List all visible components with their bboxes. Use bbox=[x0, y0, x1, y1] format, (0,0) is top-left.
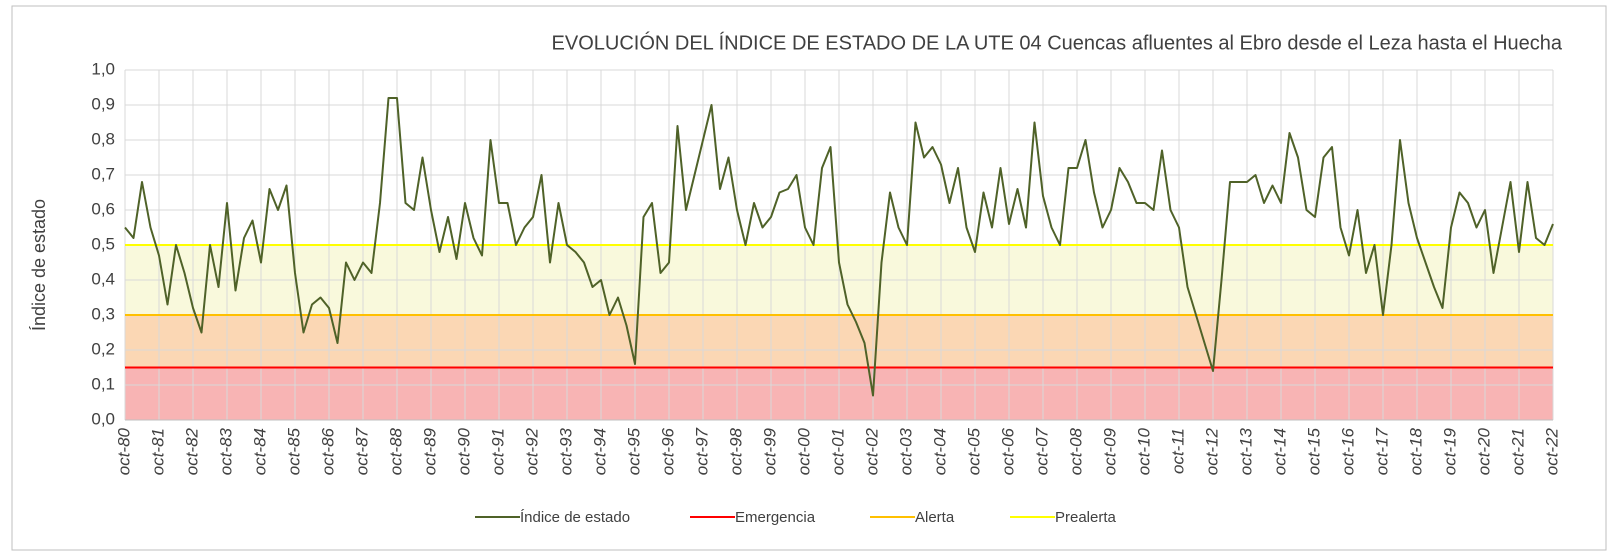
x-tick-label: oct-18 bbox=[1406, 427, 1425, 475]
y-tick-label: 0,1 bbox=[91, 374, 115, 393]
x-tick-label: oct-21 bbox=[1508, 428, 1527, 475]
x-tick-label: oct-00 bbox=[794, 427, 813, 475]
x-tick-label: oct-96 bbox=[658, 427, 677, 475]
y-tick-label: 0,4 bbox=[91, 269, 115, 288]
x-tick-label: oct-87 bbox=[352, 427, 371, 475]
x-tick-label: oct-13 bbox=[1236, 427, 1255, 475]
legend-label: Alerta bbox=[915, 509, 955, 526]
x-tick-label: oct-17 bbox=[1372, 427, 1391, 475]
x-tick-label: oct-02 bbox=[862, 427, 881, 475]
legend-label: Índice de estado bbox=[520, 509, 630, 526]
y-tick-label: 0,6 bbox=[91, 199, 115, 218]
x-tick-label: oct-10 bbox=[1134, 427, 1153, 475]
x-tick-label: oct-20 bbox=[1474, 427, 1493, 475]
x-tick-label: oct-89 bbox=[420, 427, 439, 475]
x-tick-label: oct-03 bbox=[896, 427, 915, 475]
x-tick-label: oct-09 bbox=[1100, 427, 1119, 475]
chart-border bbox=[11, 5, 1607, 551]
x-tick-label: oct-94 bbox=[590, 428, 609, 475]
x-tick-label: oct-97 bbox=[692, 427, 711, 475]
legend-label: Emergencia bbox=[735, 509, 816, 526]
x-tick-label: oct-91 bbox=[488, 428, 507, 475]
y-tick-label: 0,5 bbox=[91, 234, 115, 253]
y-tick-label: 0,8 bbox=[91, 129, 115, 148]
x-tick-label: oct-01 bbox=[828, 428, 847, 475]
x-tick-label: oct-08 bbox=[1066, 427, 1085, 475]
y-tick-label: 0,7 bbox=[91, 164, 115, 183]
x-tick-label: oct-82 bbox=[182, 427, 201, 475]
x-tick-label: oct-07 bbox=[1032, 427, 1051, 475]
x-tick-label: oct-88 bbox=[386, 427, 405, 475]
x-tick-label: oct-81 bbox=[148, 428, 167, 475]
x-tick-label: oct-12 bbox=[1202, 427, 1221, 475]
x-tick-label: oct-16 bbox=[1338, 427, 1357, 475]
x-tick-label: oct-86 bbox=[318, 427, 337, 475]
x-tick-label: oct-84 bbox=[250, 428, 269, 475]
x-tick-label: oct-85 bbox=[284, 427, 303, 475]
chart-title: EVOLUCIÓN DEL ÍNDICE DE ESTADO DE LA UTE… bbox=[552, 31, 1563, 54]
x-tick-label: oct-83 bbox=[216, 427, 235, 475]
y-axis-label: Índice de estado bbox=[29, 199, 49, 331]
x-tick-label: oct-99 bbox=[760, 427, 779, 475]
x-tick-label: oct-04 bbox=[930, 428, 949, 475]
x-tick-label: oct-14 bbox=[1270, 428, 1289, 475]
x-tick-label: oct-80 bbox=[114, 427, 133, 475]
x-tick-label: oct-11 bbox=[1168, 428, 1187, 474]
y-tick-label: 0,0 bbox=[91, 409, 115, 428]
x-tick-label: oct-15 bbox=[1304, 427, 1323, 475]
y-tick-label: 0,2 bbox=[91, 339, 115, 358]
x-tick-label: oct-95 bbox=[624, 427, 643, 475]
y-tick-label: 0,3 bbox=[91, 304, 115, 323]
y-tick-label: 1,0 bbox=[91, 59, 115, 78]
legend-label: Prealerta bbox=[1055, 509, 1117, 526]
x-tick-label: oct-90 bbox=[454, 427, 473, 475]
x-tick-label: oct-93 bbox=[556, 427, 575, 475]
data-line bbox=[124, 97, 1554, 397]
x-tick-label: oct-05 bbox=[964, 427, 983, 475]
x-tick-label: oct-22 bbox=[1542, 427, 1561, 475]
x-tick-label: oct-19 bbox=[1440, 427, 1459, 475]
y-tick-label: 0,9 bbox=[91, 94, 115, 113]
x-tick-label: oct-98 bbox=[726, 427, 745, 475]
x-tick-label: oct-92 bbox=[522, 427, 541, 475]
x-tick-label: oct-06 bbox=[998, 427, 1017, 475]
